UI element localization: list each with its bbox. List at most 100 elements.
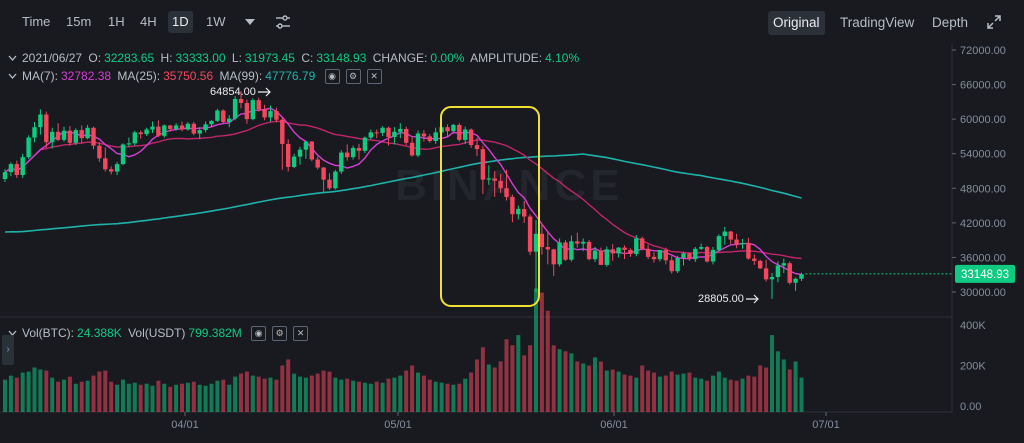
change-value: 0.00% [430,51,465,65]
volume-bar [109,381,114,412]
timeframe-1w[interactable]: 1W [206,14,226,29]
candle-body [510,196,515,215]
candle-body [50,131,55,143]
candle-body [173,125,179,129]
candle-body [191,123,196,134]
volume-bar [610,369,615,412]
timeframe-1h[interactable]: 1H [108,14,125,29]
candle-body [758,260,763,269]
candle-body [103,158,108,170]
collapse-ma-icon[interactable] [8,72,17,81]
volume-bar [309,375,314,412]
volume-bar [433,381,438,412]
ohlc-legend: 2021/06/27 O: 32283.65 H: 33333.00 L: 31973… [22,51,582,65]
volume-bar [498,361,503,412]
indicator-settings-icon[interactable] [275,14,291,30]
volume-bar [203,385,208,412]
candle-body [185,123,191,130]
candle-body [704,247,710,262]
volume-bar [227,384,232,412]
volume-visibility-eye-icon[interactable]: ◉ [251,326,267,342]
price-tick-label: 72000.00 [960,45,1006,57]
candle-body [114,164,120,172]
volume-bar [357,381,361,412]
candle-body [421,133,427,137]
current-price-tag [955,264,1015,283]
volume-bar [138,384,143,412]
volume-bar [368,383,373,412]
view-tab-tradingview[interactable]: TradingView [840,15,915,30]
candle-body [280,119,285,144]
volume-bar [598,361,603,412]
price-tick-label: 42000.00 [960,218,1006,230]
candle-body [179,125,185,130]
volume-bar [168,386,173,412]
view-tab-original[interactable]: Original [768,11,825,35]
ma-settings-gear-icon[interactable]: ⚙ [345,69,361,85]
candle-body [634,238,639,254]
more-timeframes-dropdown-icon[interactable] [244,18,256,26]
volume-bar [280,365,285,412]
candle-body [657,249,663,260]
candle-body [91,127,96,146]
volume-bar [56,381,61,412]
open-label: O: [88,51,102,65]
open-value: 32283.65 [104,51,155,65]
volume-bar [593,357,597,412]
candle-body [386,127,391,138]
volume-bar [339,379,344,412]
candle-body [61,130,67,140]
candle-body [604,249,609,265]
candle-body [126,143,132,145]
volume-bar [315,373,320,412]
ma7-value: 32782.38 [61,69,112,83]
volume-bar [451,384,456,412]
ma25-line [4,120,802,260]
candle-body [244,103,250,120]
volume-bar [752,376,757,412]
volume-settings-gear-icon[interactable]: ⚙ [272,326,288,342]
expand-side-panel-icon[interactable]: › [2,335,14,365]
candle-body [138,132,143,135]
timeframe-time[interactable]: Time [22,14,51,29]
timeframe-4h[interactable]: 4H [140,14,157,29]
candle-body [380,127,385,133]
fullscreen-icon[interactable] [987,15,1001,29]
volume-bar [303,377,308,412]
view-tab-depth[interactable]: Depth [932,15,969,30]
volume-bar [587,365,592,412]
volume-bar [244,371,249,412]
volume-bar [528,345,533,412]
volume-bar [26,371,31,412]
candle-body [350,147,356,158]
volume-bar [705,380,710,412]
price-tick-label: 30000.00 [960,287,1006,299]
candle-body [598,250,604,265]
volume-bar [781,359,786,412]
candle-body [463,129,468,140]
ma-close-icon[interactable]: ✕ [366,69,382,85]
candle-body [474,145,480,150]
close-label: C: [301,51,314,65]
volume-bar [421,375,426,412]
volume-close-icon[interactable]: ✕ [293,326,309,342]
ma-visibility-eye-icon[interactable]: ◉ [324,69,340,85]
timeframe-1d[interactable]: 1D [168,11,193,33]
timeframe-15m[interactable]: 15m [66,14,92,29]
candle-body [669,260,674,272]
candle-body [268,111,273,118]
volume-bar [327,371,332,412]
volume-bar [32,367,37,412]
candle-body [663,249,668,261]
collapse-ohlc-icon[interactable] [8,54,17,63]
candle-body [55,131,61,140]
candle-body [327,179,332,189]
volume-bar [374,381,379,412]
candle-body [256,100,261,110]
volume-bar [144,383,149,412]
candle-body [215,110,220,121]
volume-bar [91,375,96,412]
high-value: 33333.00 [175,51,226,65]
candle-body [498,180,503,189]
